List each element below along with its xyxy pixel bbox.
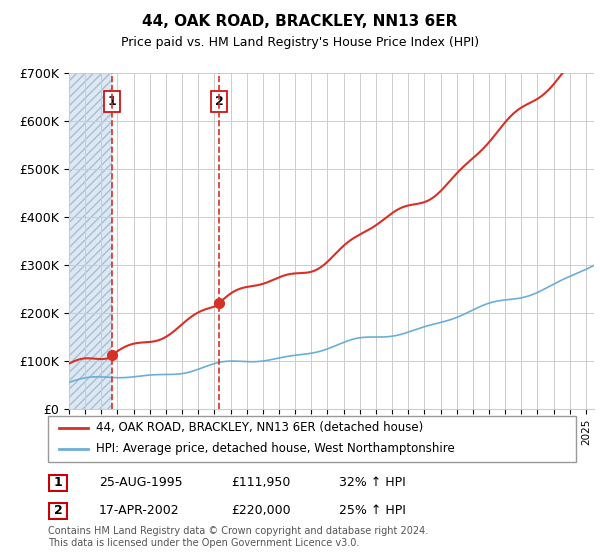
Text: 2: 2	[54, 505, 62, 517]
Text: 32% ↑ HPI: 32% ↑ HPI	[339, 476, 406, 489]
Text: Price paid vs. HM Land Registry's House Price Index (HPI): Price paid vs. HM Land Registry's House …	[121, 36, 479, 49]
FancyBboxPatch shape	[48, 416, 576, 462]
Text: 1: 1	[54, 477, 62, 489]
Text: 2: 2	[215, 95, 223, 108]
Text: £111,950: £111,950	[231, 476, 290, 489]
FancyBboxPatch shape	[49, 503, 67, 519]
Text: 25% ↑ HPI: 25% ↑ HPI	[339, 504, 406, 517]
Text: 25-AUG-1995: 25-AUG-1995	[99, 476, 182, 489]
Text: HPI: Average price, detached house, West Northamptonshire: HPI: Average price, detached house, West…	[95, 442, 454, 455]
Text: 44, OAK ROAD, BRACKLEY, NN13 6ER (detached house): 44, OAK ROAD, BRACKLEY, NN13 6ER (detach…	[95, 421, 423, 434]
Text: 44, OAK ROAD, BRACKLEY, NN13 6ER: 44, OAK ROAD, BRACKLEY, NN13 6ER	[142, 14, 458, 29]
Bar	[69, 73, 112, 409]
Text: £220,000: £220,000	[231, 504, 290, 517]
Text: 1: 1	[107, 95, 116, 108]
Text: 17-APR-2002: 17-APR-2002	[99, 504, 179, 517]
FancyBboxPatch shape	[49, 475, 67, 491]
Text: Contains HM Land Registry data © Crown copyright and database right 2024.
This d: Contains HM Land Registry data © Crown c…	[48, 526, 428, 548]
